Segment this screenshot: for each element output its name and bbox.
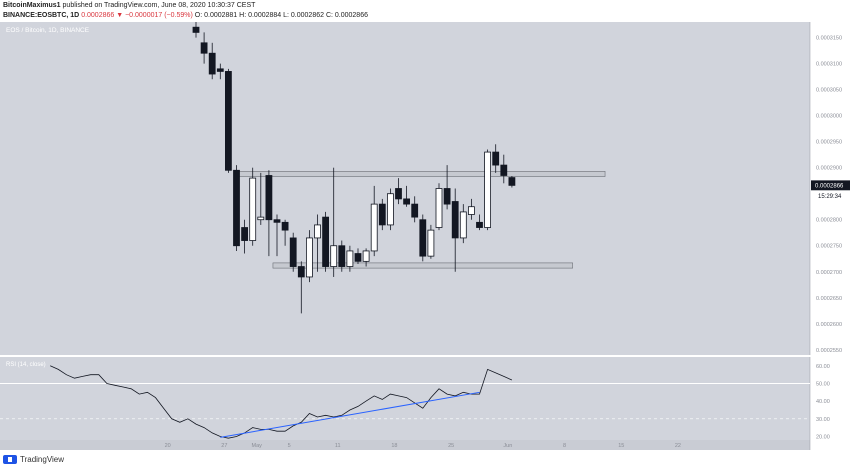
x-tick-label: 11 xyxy=(335,443,341,449)
chart-title: EOS / Bitcoin, 1D, BINANCE xyxy=(6,27,90,34)
candle-bear[interactable] xyxy=(395,188,402,200)
author-name: BitcoinMaximus1 xyxy=(3,2,61,9)
last-price-label: 0.0002866 xyxy=(815,183,844,189)
y-tick-label: 0.0002900 xyxy=(816,166,842,172)
symbol-label: BINANCE:EOSBTC, 1D xyxy=(3,12,80,19)
candle-bear[interactable] xyxy=(224,71,232,171)
x-tick-label: 20 xyxy=(165,443,171,449)
y-tick-label: 0.0002800 xyxy=(816,218,842,224)
candle-bear[interactable] xyxy=(208,52,216,75)
candle-bear[interactable] xyxy=(322,216,330,267)
candle-bear[interactable] xyxy=(476,221,483,228)
y-tick-label: 0.0003050 xyxy=(816,88,842,94)
y-tick-label: 0.0003000 xyxy=(816,114,842,120)
countdown-label: 15:29:34 xyxy=(818,194,842,200)
candle-bear[interactable] xyxy=(273,219,281,223)
candle-bear[interactable] xyxy=(200,42,208,54)
candle-bull[interactable] xyxy=(362,250,370,262)
candle-bear[interactable] xyxy=(451,201,459,239)
y-tick-label: 0.0002650 xyxy=(816,296,842,302)
price-pane[interactable] xyxy=(0,22,810,355)
candle-bull[interactable] xyxy=(257,216,265,221)
chart-header-publish: BitcoinMaximus1 published on TradingView… xyxy=(3,2,255,9)
ohlc-values: O: 0.0002881 H: 0.0002884 L: 0.0002862 C… xyxy=(194,12,368,19)
candle-bear[interactable] xyxy=(265,175,273,221)
candle-bull[interactable] xyxy=(435,188,443,228)
rsi-tick-label: 60.00 xyxy=(816,364,830,370)
time-axis[interactable] xyxy=(0,440,810,450)
candle-bear[interactable] xyxy=(500,164,508,176)
candle-bear[interactable] xyxy=(354,253,362,262)
candle-bear[interactable] xyxy=(492,151,500,166)
publish-info: published on TradingView.com, June 08, 2… xyxy=(62,2,256,9)
candle-bull[interactable] xyxy=(314,224,321,239)
candle-bull[interactable] xyxy=(386,193,394,226)
candle-bull[interactable] xyxy=(249,177,257,241)
tradingview-brand: TradingView xyxy=(20,455,65,464)
candle-bull[interactable] xyxy=(484,151,492,228)
x-tick-label: 25 xyxy=(448,443,454,449)
candle-bull[interactable] xyxy=(370,203,378,252)
price-change: 0.0002866 ▼ −0.0000017 (−0.59%) xyxy=(81,12,193,19)
candle-bear[interactable] xyxy=(508,177,516,186)
y-tick-label: 0.0002550 xyxy=(816,348,842,354)
last-price-box xyxy=(811,180,850,191)
candle-bull[interactable] xyxy=(346,250,354,267)
candle-bear[interactable] xyxy=(192,26,200,33)
candle-bear[interactable] xyxy=(289,237,297,267)
y-tick-label: 0.0002950 xyxy=(816,140,842,146)
candle-bear[interactable] xyxy=(297,266,305,278)
candle-bull[interactable] xyxy=(459,211,467,239)
rsi-trendline[interactable] xyxy=(220,391,480,438)
chart-header-symbol: BINANCE:EOSBTC, 1D 0.0002866 ▼ −0.000001… xyxy=(3,12,368,19)
candle-bear[interactable] xyxy=(241,227,249,241)
candle-bull[interactable] xyxy=(330,245,338,267)
x-tick-label: 15 xyxy=(618,443,624,449)
rsi-tick-label: 30.00 xyxy=(816,417,830,423)
candle-bull[interactable] xyxy=(467,206,475,215)
x-tick-label: 18 xyxy=(391,443,397,449)
x-tick-label: 27 xyxy=(221,443,227,449)
x-tick-label: May xyxy=(252,443,263,449)
candle-bear[interactable] xyxy=(443,188,451,205)
y-tick-label: 0.0002600 xyxy=(816,322,842,328)
rsi-tick-label: 20.00 xyxy=(816,434,830,440)
price-axis[interactable] xyxy=(810,22,850,450)
rsi-tick-label: 50.00 xyxy=(816,381,830,387)
candle-bull[interactable] xyxy=(305,237,313,278)
candle-bear[interactable] xyxy=(338,245,346,267)
candle-bear[interactable] xyxy=(403,198,411,205)
rsi-tick-label: 40.00 xyxy=(816,399,830,405)
rsi-pane[interactable] xyxy=(0,357,810,440)
candle-bear[interactable] xyxy=(216,68,224,72)
candle-bear[interactable] xyxy=(281,221,289,231)
x-tick-label: 8 xyxy=(563,443,566,449)
rsi-label: RSI (14, close) xyxy=(6,362,46,368)
x-tick-label: Jun xyxy=(503,443,512,449)
x-tick-label: 22 xyxy=(675,443,681,449)
candle-bear[interactable] xyxy=(411,203,419,218)
horizontal-zone[interactable] xyxy=(272,262,573,269)
y-tick-label: 0.0003100 xyxy=(816,62,842,68)
rsi-line[interactable] xyxy=(50,365,513,439)
x-tick-label: 5 xyxy=(288,443,291,449)
y-tick-label: 0.0002700 xyxy=(816,270,842,276)
candle-bear[interactable] xyxy=(233,169,240,247)
y-tick-label: 0.0003150 xyxy=(816,36,842,42)
candle-bull[interactable] xyxy=(427,229,435,257)
candle-bear[interactable] xyxy=(419,219,427,257)
candle-bear[interactable] xyxy=(378,203,386,226)
countdown-box xyxy=(811,190,850,201)
y-tick-label: 0.0002750 xyxy=(816,244,842,250)
horizontal-zone[interactable] xyxy=(236,171,606,177)
tradingview-logo-icon xyxy=(3,455,17,464)
tradingview-footer: TradingView xyxy=(3,455,64,464)
